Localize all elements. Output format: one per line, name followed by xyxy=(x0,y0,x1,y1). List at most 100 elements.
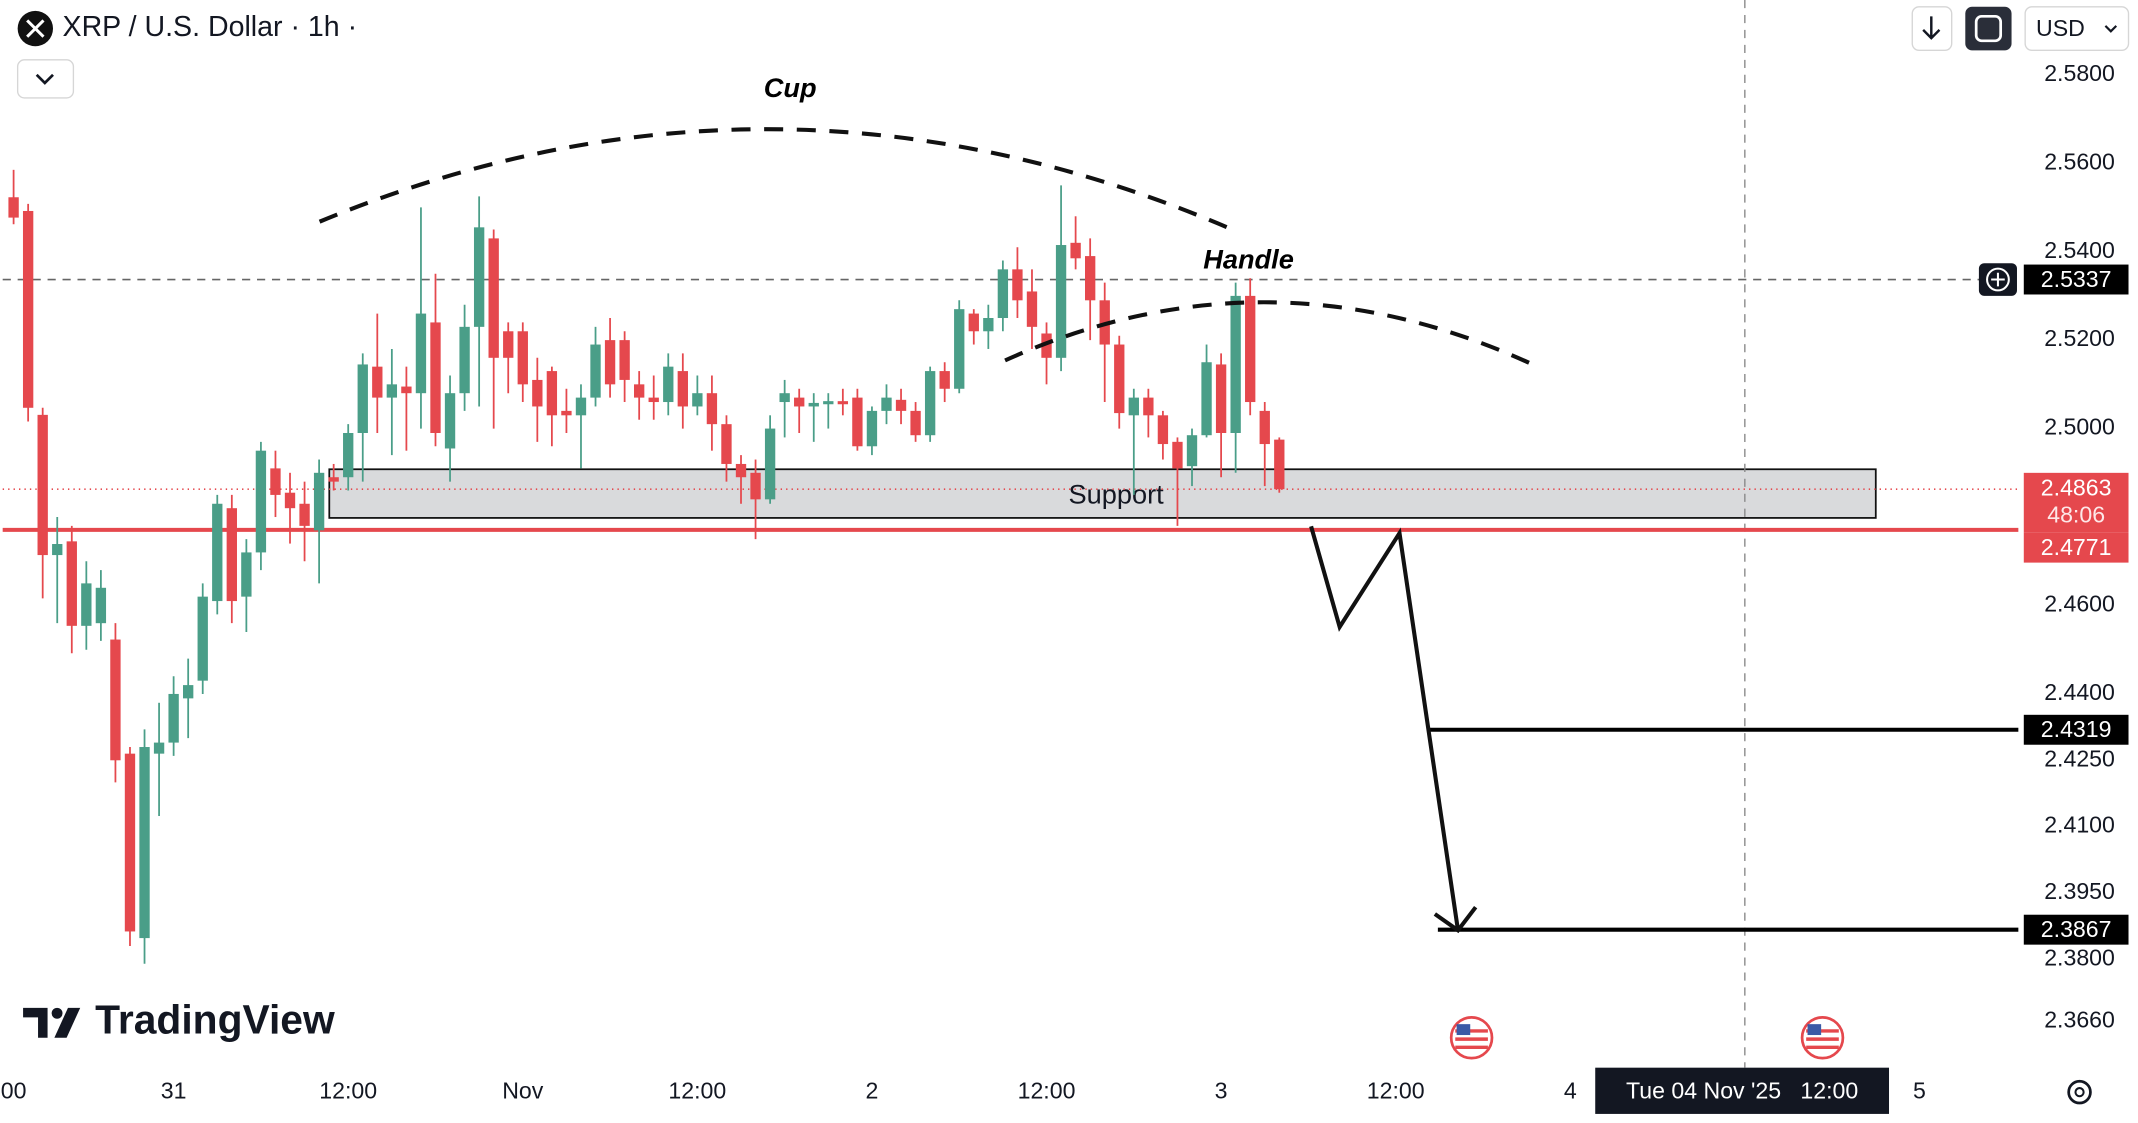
candle-body xyxy=(197,596,208,681)
candle-body xyxy=(22,210,34,408)
add-alert-icon xyxy=(1986,267,2010,292)
candle-body xyxy=(415,313,427,394)
candle-body xyxy=(459,326,470,394)
candle-body xyxy=(939,371,950,389)
candle-body xyxy=(1114,344,1125,414)
handle-arc xyxy=(1004,300,1534,367)
candle-body xyxy=(110,639,121,761)
candle-body xyxy=(546,371,558,416)
watermark: TradingView xyxy=(95,997,335,1043)
x-tick-label: 00 xyxy=(1,1077,27,1103)
candle-body xyxy=(648,397,659,403)
crosshair-label: Tue 04 Nov '25 12:00 xyxy=(1626,1077,1858,1103)
candle-body xyxy=(561,410,572,416)
candle-body xyxy=(1041,333,1052,358)
event-flag[interactable] xyxy=(1800,1015,1845,1060)
y-tick-label: 2.5800 xyxy=(2044,60,2115,86)
candle-body xyxy=(66,541,77,626)
candle-body xyxy=(823,401,834,405)
candle-body xyxy=(241,552,252,597)
price-label-box xyxy=(2023,532,2129,563)
candle-body xyxy=(575,397,587,416)
candle-body xyxy=(1172,441,1183,469)
price-label: 2.4771 xyxy=(2041,534,2112,560)
currency-label: USD xyxy=(2036,15,2085,41)
candle-body xyxy=(372,366,383,398)
candle-body xyxy=(794,397,805,407)
candle-body xyxy=(968,313,979,332)
collapse-button[interactable] xyxy=(16,59,75,99)
y-tick-label: 2.5000 xyxy=(2044,414,2115,440)
y-tick-label: 2.3950 xyxy=(2044,878,2115,904)
candle-body xyxy=(313,472,325,531)
candle-body xyxy=(924,371,936,436)
candle-body xyxy=(706,393,718,425)
crosshair-label-box xyxy=(1595,1067,1890,1114)
candle-body xyxy=(430,322,441,433)
y-tick-label: 2.4600 xyxy=(2044,591,2115,617)
candle-body xyxy=(386,384,398,398)
x-tick-label: 12:00 xyxy=(319,1077,377,1103)
candle-body xyxy=(255,450,267,553)
candle-body xyxy=(866,410,878,447)
collapse-icon xyxy=(35,73,54,85)
candle-body xyxy=(983,318,994,332)
price-label-box xyxy=(2023,264,2129,295)
cup-label: Cup xyxy=(764,72,817,103)
y-tick-label: 2.3660 xyxy=(2044,1006,2115,1032)
download-icon xyxy=(1922,16,1941,40)
candle-body xyxy=(1245,295,1256,403)
candle-body xyxy=(488,238,499,358)
price-label-box xyxy=(2023,914,2129,945)
candle-body xyxy=(284,492,296,509)
candle-body xyxy=(721,424,732,464)
x-tick-label: 12:00 xyxy=(1367,1077,1425,1103)
price-label: 2.3867 xyxy=(2041,916,2112,942)
price-label-box xyxy=(2023,714,2129,745)
y-tick-label: 2.5600 xyxy=(2044,148,2115,174)
symbol-logo-mark xyxy=(26,19,45,38)
last-price-box xyxy=(2023,472,2129,533)
add-alert-icon xyxy=(1991,272,2005,287)
price-label: 2.5337 xyxy=(2041,266,2112,292)
y-tick-label: 2.3800 xyxy=(2044,944,2115,970)
candle-body xyxy=(619,340,630,380)
candle-body xyxy=(954,309,965,389)
fullscreen-button[interactable] xyxy=(1965,6,2012,51)
candle-body xyxy=(1215,364,1227,433)
support-label: Support xyxy=(1069,478,1165,509)
candle-body xyxy=(677,371,688,407)
y-tick-label: 2.4400 xyxy=(2044,679,2115,705)
x-tick-label: Nov xyxy=(502,1077,544,1103)
support-zone xyxy=(328,468,1877,519)
candle-body xyxy=(1143,397,1154,416)
candle-body xyxy=(1230,295,1241,433)
candle-body xyxy=(837,401,849,405)
candle-body xyxy=(1070,242,1081,259)
handle-label: Handle xyxy=(1203,243,1294,274)
plot: Support xyxy=(2,0,2019,1068)
y-tick-label: 2.4250 xyxy=(2044,745,2115,771)
fullscreen-icon xyxy=(1974,14,2003,43)
candle-body xyxy=(1012,269,1023,301)
candle-body xyxy=(532,379,543,407)
candle-body xyxy=(764,428,776,500)
price-label: 2.4319 xyxy=(2041,716,2112,742)
event-flag[interactable] xyxy=(1449,1015,1494,1060)
symbol-title[interactable]: XRP / U.S. Dollar · 1h · xyxy=(63,11,358,43)
currency-button[interactable] xyxy=(2024,6,2130,52)
candle-body xyxy=(343,432,354,478)
candle-body xyxy=(663,366,674,403)
candle-body xyxy=(270,468,281,495)
candle-body xyxy=(299,503,310,526)
candle-body xyxy=(1201,362,1212,436)
candle-body xyxy=(226,508,237,602)
settings-icon[interactable] xyxy=(2067,1079,2092,1105)
candle-body xyxy=(590,344,601,398)
candle-body xyxy=(95,587,107,624)
x-tick-label: 2 xyxy=(866,1077,879,1103)
candle-body xyxy=(881,397,892,411)
x-tick-label: 12:00 xyxy=(668,1077,726,1103)
x-tick-label: 4 xyxy=(1564,1077,1577,1103)
